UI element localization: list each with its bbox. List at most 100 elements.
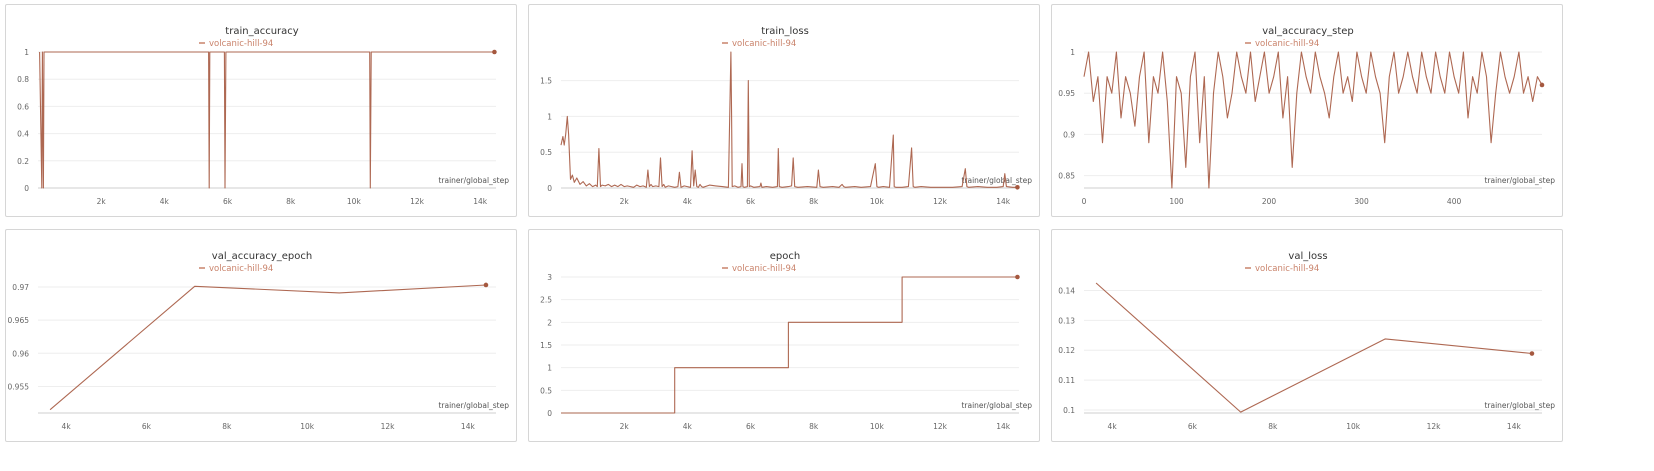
y-tick-label: 1: [1070, 48, 1075, 57]
x-tick-label: 4k: [62, 422, 72, 431]
legend-label: volcanic-hill-94: [209, 39, 273, 49]
legend-label: volcanic-hill-94: [732, 264, 796, 274]
series-line: [39, 51, 495, 189]
x-tick-label: 14k: [473, 197, 488, 206]
x-tick-label: 6k: [746, 422, 756, 431]
legend: volcanic-hill-94: [1245, 39, 1319, 49]
last-point-marker: [1015, 184, 1020, 190]
last-point-marker: [483, 282, 489, 288]
y-tick-label: 2.5: [540, 296, 552, 305]
x-tick-label: 100: [1169, 197, 1184, 206]
y-tick-label: 0.12: [1058, 346, 1075, 355]
y-tick-label: 0: [547, 409, 552, 418]
y-tick-label: 1: [24, 48, 29, 57]
x-tick-label: 8k: [809, 197, 819, 206]
last-point-marker: [492, 49, 497, 55]
chart-title: epoch: [770, 251, 800, 262]
chart-panel-train-loss[interactable]: train_loss volcanic-hill-94 0 0.5 1 1.5 2k 4k 6k…: [528, 4, 1040, 217]
x-tick-label: 10k: [347, 197, 362, 206]
x-tick-label: 4k: [160, 197, 170, 206]
y-tick-label: 0.97: [12, 283, 29, 292]
x-tick-label: 14k: [996, 197, 1011, 206]
series-line: [1095, 282, 1533, 413]
chart-svg: val_accuracy_step volcanic-hill-94 0.85 0.9…: [1058, 26, 1555, 206]
x-axis-label: trainer/global_step: [1484, 401, 1555, 410]
x-tick-label: 12k: [933, 197, 948, 206]
legend-label: volcanic-hill-94: [1255, 264, 1319, 274]
last-point-marker: [1529, 351, 1535, 356]
legend: volcanic-hill-94: [722, 39, 796, 49]
x-tick-label: 8k: [1268, 422, 1278, 431]
x-tick-label: 0: [1082, 197, 1087, 206]
y-tick-label: 1.5: [540, 341, 552, 350]
legend-label: volcanic-hill-94: [1255, 39, 1319, 49]
series-line: [560, 51, 1018, 188]
chart-title: val_accuracy_step: [1262, 26, 1354, 37]
x-axis-label: trainer/global_step: [438, 176, 509, 185]
x-axis-label: trainer/global_step: [1484, 176, 1555, 185]
x-tick-label: 200: [1262, 197, 1277, 206]
x-tick-label: 8k: [809, 422, 819, 431]
x-tick-label: 4k: [683, 422, 693, 431]
x-tick-label: 12k: [381, 422, 396, 431]
y-tick-label: 0.14: [1058, 286, 1075, 295]
x-tick-label: 10k: [870, 197, 885, 206]
y-tick-label: 0.8: [17, 75, 29, 84]
series-line: [49, 284, 487, 411]
y-tick-label: 0.9: [1063, 130, 1075, 139]
series-line: [1083, 51, 1543, 189]
y-tick-label: 0.11: [1058, 376, 1075, 385]
x-tick-label: 4k: [683, 197, 693, 206]
chart-svg: train_loss volcanic-hill-94 0 0.5 1 1.5 2k 4k 6k…: [540, 26, 1032, 206]
x-tick-label: 12k: [1427, 422, 1442, 431]
x-axis-label: trainer/global_step: [961, 401, 1032, 410]
chart-panel-val-loss[interactable]: val_loss volcanic-hill-94 0.1 0.11 0.12 0.13 0…: [1051, 229, 1563, 442]
chart-title: train_accuracy: [225, 26, 298, 37]
x-tick-label: 6k: [223, 197, 233, 206]
chart-panel-epoch[interactable]: epoch volcanic-hill-94 0 0.5 1 1.5 2 2.5 3 2k 4k 6k…: [528, 229, 1040, 442]
y-tick-label: 0.85: [1058, 172, 1075, 181]
y-tick-label: 0.5: [540, 148, 552, 157]
x-tick-label: 300: [1354, 197, 1369, 206]
x-tick-label: 6k: [1188, 422, 1198, 431]
chart-panel-train-accuracy[interactable]: train_accuracy volcanic-hill-94 0 0.2 0.4 0.6…: [5, 4, 517, 217]
x-tick-label: 14k: [1507, 422, 1522, 431]
chart-svg: epoch volcanic-hill-94 0 0.5 1 1.5 2 2.5 3 2k 4k 6k…: [540, 251, 1032, 431]
legend-label: volcanic-hill-94: [209, 264, 273, 274]
y-tick-label: 3: [547, 273, 552, 282]
y-tick-label: 0.1: [1063, 406, 1075, 415]
y-tick-label: 0.965: [8, 316, 30, 325]
legend-label: volcanic-hill-94: [732, 39, 796, 49]
y-tick-label: 0.4: [17, 130, 29, 139]
chart-panel-val-accuracy-step[interactable]: val_accuracy_step volcanic-hill-94 0.85 0.9…: [1051, 4, 1563, 217]
chart-title: val_accuracy_epoch: [212, 251, 312, 262]
last-point-marker: [1015, 274, 1020, 280]
y-tick-label: 0: [547, 184, 552, 193]
x-tick-label: 2k: [620, 422, 630, 431]
y-tick-label: 0.96: [12, 349, 29, 358]
x-tick-label: 400: [1447, 197, 1462, 206]
x-tick-label: 6k: [142, 422, 152, 431]
chart-panel-val-accuracy-epoch[interactable]: val_accuracy_epoch volcanic-hill-94 0.955 0…: [5, 229, 517, 442]
y-tick-label: 0.5: [540, 386, 552, 395]
x-tick-label: 8k: [286, 197, 296, 206]
series-line: [561, 276, 1018, 414]
y-tick-label: 1.5: [540, 77, 552, 86]
chart-svg: val_accuracy_epoch volcanic-hill-94 0.955 0…: [8, 251, 510, 431]
x-axis-label: trainer/global_step: [961, 176, 1032, 185]
x-tick-label: 2k: [97, 197, 107, 206]
legend: volcanic-hill-94: [199, 264, 273, 274]
chart-svg: train_accuracy volcanic-hill-94 0 0.2 0.4 0.6…: [17, 26, 509, 206]
legend: volcanic-hill-94: [199, 39, 273, 49]
chart-title: val_loss: [1288, 251, 1327, 262]
x-tick-label: 12k: [410, 197, 425, 206]
x-tick-label: 14k: [996, 422, 1011, 431]
legend: volcanic-hill-94: [722, 264, 796, 274]
x-tick-label: 10k: [300, 422, 315, 431]
y-tick-label: 0.13: [1058, 316, 1075, 325]
x-tick-label: 10k: [870, 422, 885, 431]
x-tick-label: 12k: [933, 422, 948, 431]
y-tick-label: 0.2: [17, 157, 29, 166]
y-tick-label: 0: [24, 184, 29, 193]
x-tick-label: 10k: [1346, 422, 1361, 431]
